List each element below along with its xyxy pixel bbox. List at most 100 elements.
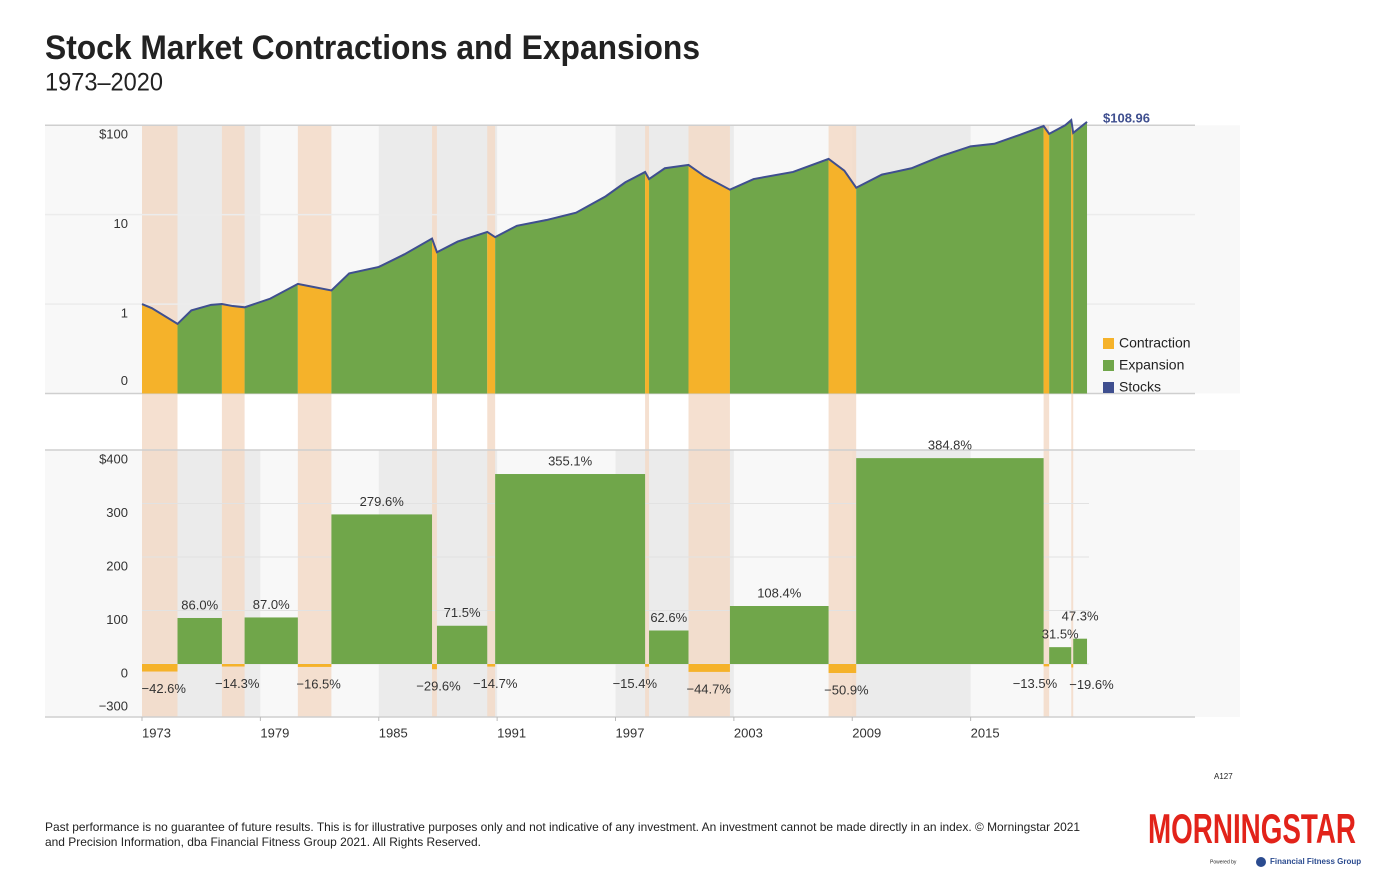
x-tick-label: 2003 (734, 725, 763, 740)
bar (436, 625, 488, 664)
x-tick-label: 2009 (852, 725, 881, 740)
bar (495, 474, 646, 664)
contraction-area (1071, 120, 1074, 394)
bar (331, 514, 433, 664)
x-tick-label: 1973 (142, 725, 171, 740)
legend-swatch (1103, 382, 1114, 393)
bar (729, 606, 829, 664)
end-label: $108.96 (1103, 110, 1150, 125)
bar (142, 664, 178, 672)
value-label: −14.3% (215, 676, 260, 691)
plot: $1001010$108.96ContractionExpansionStock… (45, 110, 1240, 740)
y-tick-label: 100 (106, 612, 128, 627)
value-label: 355.1% (548, 453, 593, 468)
value-label: 279.6% (360, 494, 405, 509)
contraction-band (221, 125, 245, 718)
contraction-area (142, 304, 178, 394)
expansion-area (1049, 120, 1072, 394)
y-tick-label: 300 (106, 505, 128, 520)
expansion-area (331, 238, 433, 394)
value-label: −42.6% (142, 681, 187, 696)
chart-title: Stock Market Contractions and Expansions (45, 29, 700, 67)
bar (688, 664, 730, 672)
value-label: 62.6% (650, 610, 687, 625)
bar (297, 664, 332, 667)
logo-icon (1256, 857, 1266, 867)
value-label: 47.3% (1062, 609, 1099, 624)
value-label: 384.8% (928, 438, 973, 453)
expansion-area (177, 304, 222, 394)
bar (244, 617, 298, 664)
bar (177, 617, 222, 664)
y-tick-label: 0 (121, 665, 128, 680)
contraction-area (688, 164, 730, 394)
x-tick-label: 1997 (616, 725, 645, 740)
footnote: and Precision Information, dba Financial… (45, 835, 481, 849)
value-label: 108.4% (757, 585, 802, 600)
logo: MORNINGSTAR (1148, 805, 1356, 852)
legend-swatch (1103, 360, 1114, 371)
y-tick-label: 200 (106, 558, 128, 573)
bar (856, 458, 1044, 664)
value-label: −44.7% (686, 681, 731, 696)
figure-code: A127 (1214, 772, 1233, 781)
contraction-band (1071, 125, 1074, 718)
contraction-area (828, 158, 857, 394)
value-label: −15.4% (613, 676, 658, 691)
expansion-area (495, 171, 646, 394)
value-label: −13.5% (1013, 676, 1058, 691)
contraction-area (297, 283, 332, 394)
value-label: −29.6% (416, 679, 461, 694)
chart-subtitle: 1973–2020 (45, 69, 163, 97)
bar (1043, 664, 1050, 667)
bar (1071, 664, 1074, 668)
contraction-band (142, 125, 178, 718)
contraction-area (645, 171, 650, 394)
bar (221, 664, 245, 667)
bar (1073, 638, 1088, 664)
bar (828, 664, 857, 673)
contraction-band (432, 125, 437, 718)
footnote: Past performance is no guarantee of futu… (45, 820, 1080, 834)
logo-powered: Powered by (1210, 859, 1237, 865)
bar (1049, 647, 1072, 664)
x-tick-label: 1985 (379, 725, 408, 740)
contraction-area (221, 304, 245, 394)
legend-label: Expansion (1119, 357, 1184, 373)
expansion-area (436, 231, 488, 394)
expansion-area (729, 158, 829, 394)
value-label: −16.5% (296, 676, 341, 691)
y-tick-label: −300 (99, 698, 128, 713)
bar (487, 664, 496, 667)
contraction-area (1043, 125, 1050, 394)
bar (432, 664, 437, 670)
bar (645, 664, 650, 667)
y-tick-label: 0 (121, 373, 128, 388)
stocks-line (141, 118, 1088, 326)
legend-label: Contraction (1119, 335, 1191, 351)
value-label: 86.0% (181, 597, 218, 612)
expansion-area (1073, 121, 1088, 394)
y-tick-label: $400 (99, 451, 128, 466)
x-tick-label: 1991 (497, 725, 526, 740)
y-tick-label: 1 (121, 306, 128, 321)
value-label: 87.0% (253, 597, 290, 612)
value-label: 31.5% (1042, 627, 1079, 642)
y-tick-label: 10 (114, 216, 128, 231)
contraction-area (432, 238, 437, 394)
expansion-area (244, 283, 298, 394)
contraction-area (487, 231, 496, 394)
value-label: 71.5% (444, 605, 481, 620)
value-label: −14.7% (473, 676, 518, 691)
legend-label: Stocks (1119, 379, 1161, 395)
contraction-band (487, 125, 496, 718)
x-tick-label: 2015 (971, 725, 1000, 740)
expansion-area (856, 125, 1044, 394)
legend-swatch (1103, 338, 1114, 349)
contraction-band (645, 125, 650, 718)
value-label: −19.6% (1069, 677, 1114, 692)
value-label: −50.9% (824, 682, 869, 697)
x-tick-label: 1979 (260, 725, 289, 740)
logo-partner: Financial Fitness Group (1270, 857, 1361, 866)
